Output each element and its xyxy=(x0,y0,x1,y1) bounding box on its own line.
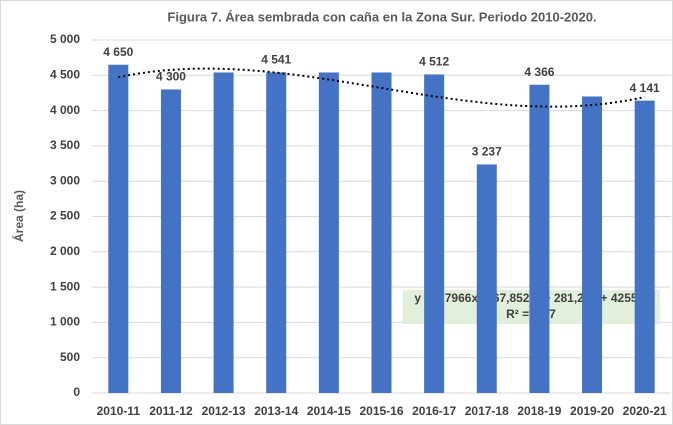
y-tick-label: 3 500 xyxy=(50,138,80,152)
x-tick-label: 2015-16 xyxy=(359,404,403,418)
chart-title: Figura 7. Área sembrada con caña en la Z… xyxy=(167,9,596,24)
value-label: 3 237 xyxy=(472,145,502,159)
bar xyxy=(108,64,129,394)
y-tick-label: 0 xyxy=(73,385,80,399)
y-tick-label: 1 000 xyxy=(50,315,80,329)
bar xyxy=(582,96,603,393)
bar xyxy=(424,74,445,394)
x-tick-label: 2016-17 xyxy=(412,404,456,418)
y-tick-label: 3 000 xyxy=(50,173,80,187)
value-label: 4 541 xyxy=(261,53,291,67)
trendline xyxy=(118,67,645,108)
x-tick-label: 2014-15 xyxy=(307,404,351,418)
x-tick-label: 2010-11 xyxy=(97,404,141,418)
y-tick-label: 2 500 xyxy=(50,209,80,223)
x-tick-label: 2019-20 xyxy=(570,404,614,418)
bar xyxy=(160,89,181,394)
y-tick-label: 2 000 xyxy=(50,244,80,258)
y-tick-label: 1 500 xyxy=(50,279,80,293)
bar xyxy=(213,72,234,393)
value-label: 4 650 xyxy=(103,45,133,59)
bar xyxy=(529,84,550,393)
y-tick-label: 4 000 xyxy=(50,103,80,117)
bar xyxy=(476,164,497,393)
value-label: 4 300 xyxy=(156,70,186,84)
y-tick-label: 4 500 xyxy=(50,67,80,81)
y-tick-label: 5 000 xyxy=(50,32,80,46)
value-label: 4 141 xyxy=(630,81,660,95)
y-axis-label: Área (ha) xyxy=(11,190,26,242)
x-tick-label: 2018-19 xyxy=(517,404,561,418)
x-tick-label: 2012-13 xyxy=(202,404,246,418)
y-tick-label: 500 xyxy=(60,350,80,364)
value-label: 4 512 xyxy=(419,55,449,69)
bar xyxy=(266,72,287,394)
value-label: 4 366 xyxy=(524,65,554,79)
x-tick-label: 2020-21 xyxy=(623,404,667,418)
bar xyxy=(634,100,655,394)
bar xyxy=(318,72,339,393)
bar xyxy=(371,72,392,393)
x-tick-label: 2013-14 xyxy=(254,404,298,418)
x-tick-label: 2011-12 xyxy=(149,404,193,418)
x-tick-label: 2017-18 xyxy=(465,404,509,418)
